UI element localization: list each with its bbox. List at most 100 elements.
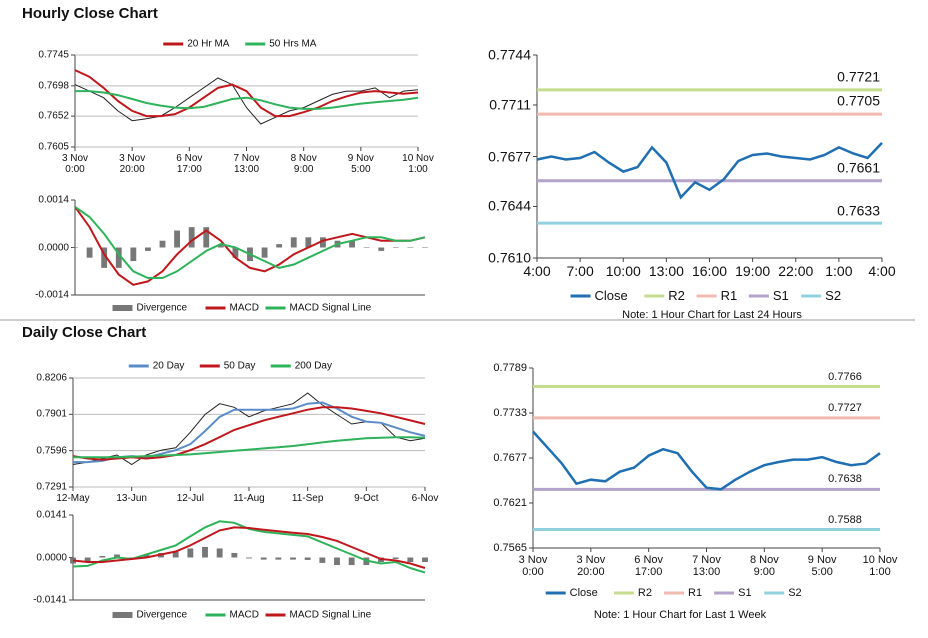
x-tick-label: 22:00 [778,263,814,279]
divergence-bar [422,557,428,563]
divergence-bar [216,548,223,558]
x-tick-label: 6 Nov 17:00 [176,153,203,175]
y-tick-label: 0.7652 [38,110,69,122]
x-tick-label: 6-Nov [411,493,439,504]
divergence-bar [115,247,122,268]
y-tick-label: 0.7789 [493,361,527,374]
series-line [75,90,419,110]
y-tick-label: 0.7733 [493,406,527,419]
legend-label: Divergence [136,609,188,621]
divergence-bar [101,247,108,268]
x-tick-label: 19:00 [735,263,771,279]
level-label: 0.7633 [837,201,880,218]
series-line [536,142,883,200]
x-tick-label: 7 Nov 13:00 [233,153,260,175]
legend-label: 20 Hr MA [187,38,230,50]
x-tick-label: 9-Oct [354,493,379,504]
level-label: 0.7766 [828,370,862,383]
y-tick-label: 0.7677 [488,147,531,164]
legend-label: S2 [825,287,842,303]
level-label: 0.7638 [828,473,862,486]
series-line [74,69,419,118]
x-tick-label: 10 Nov 1:00 [862,554,898,579]
divergence-bar [348,557,355,566]
divergence-bar [290,237,297,248]
divergence-bar [260,557,267,560]
price-line [74,77,419,125]
y-tick-label: 0.0000 [36,552,67,563]
divergence-bar [319,557,326,563]
x-tick-label: 7 Nov 13:00 [692,554,721,579]
divergence-bar [378,247,385,251]
divergence-bar [231,552,238,558]
divergence-bar [407,557,414,563]
legend-label: 50 Hrs MA [269,38,317,50]
section-heading: Daily Close Chart [22,324,147,341]
x-tick-label: 10:00 [605,263,641,279]
y-tick-label: 0.7744 [488,46,531,63]
divergence-bar [86,247,93,258]
x-tick-label: 3 Nov 0:00 [518,554,548,579]
level-label: 0.7705 [837,92,880,109]
section-heading: Hourly Close Chart [22,5,158,22]
x-tick-label: 1:00 [825,263,853,279]
series-line [72,406,426,461]
y-tick-label: 0.7610 [488,249,531,266]
legend-label: MACD [229,609,259,621]
x-tick-label: 8 Nov 9:00 [749,554,779,579]
legend-label: Close [569,586,598,599]
chart-note: Note: 1 Hour Chart for Last 1 Week [593,608,767,621]
x-tick-label: 3 Nov 0:00 [61,153,89,175]
divergence-bar [203,227,210,248]
divergence-bar [246,557,252,559]
x-tick-label: 6 Nov 17:00 [634,554,664,579]
series-line [74,205,426,279]
divergence-bar [275,557,282,560]
divergence-bar [145,247,151,251]
y-tick-label: 0.8206 [36,372,67,384]
legend-label: MACD [229,302,259,314]
y-tick-label: -0.0014 [35,289,69,301]
legend-label: S1 [738,586,752,599]
legend-label: R2 [637,586,652,599]
level-label: 0.7721 [837,68,880,85]
y-tick-label: 0.7565 [493,541,527,554]
y-tick-label: 0.7621 [493,496,527,509]
legend-label: 20 Day [152,360,185,372]
divergence-bar [172,551,179,558]
x-tick-label: 12-Jul [176,493,204,504]
y-tick-label: 0.0141 [36,509,67,521]
x-tick-label: 8 Nov 9:00 [290,153,317,175]
level-label: 0.7661 [837,159,880,176]
legend-label: MACD Signal Line [289,609,372,621]
y-tick-label: 0.7901 [36,408,67,420]
divergence-bar [130,247,137,262]
y-tick-label: 0.7745 [38,49,69,61]
legend-label: R1 [720,287,738,303]
y-tick-label: 0.7605 [38,141,69,153]
x-tick-label: 12-May [56,493,90,504]
divergence-bar [422,247,428,248]
divergence-bar [217,244,224,248]
x-tick-label: 4:00 [868,263,896,279]
divergence-bar [174,230,180,248]
legend-label: 200 Day [294,360,332,372]
legend-label: Close [594,287,628,303]
divergence-bar [114,554,120,558]
divergence-bar [84,557,91,562]
divergence-bar [159,240,166,248]
divergence-bar [99,555,106,558]
y-tick-label: 0.7644 [488,197,531,214]
legend-label: S2 [788,586,802,599]
divergence-bar [349,240,355,248]
x-tick-label: 3 Nov 20:00 [119,153,146,175]
y-tick-label: 0.7711 [489,96,531,113]
divergence-bar [128,557,135,558]
divergence-bar [202,546,208,558]
x-tick-label: 11-Aug [233,493,265,504]
divergence-bar [143,554,150,558]
legend-label: S1 [772,287,789,303]
x-tick-label: 9 Nov 5:00 [807,554,837,579]
divergence-bar [232,247,239,258]
